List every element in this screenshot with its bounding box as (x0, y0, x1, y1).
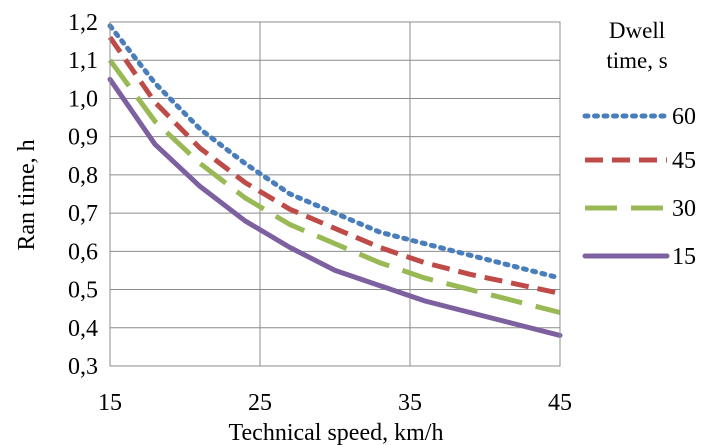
legend-title-line-1: Dwell (609, 18, 665, 43)
x-tick-label: 35 (398, 390, 422, 416)
legend-label-30: 30 (672, 196, 696, 222)
y-tick-labels: 0,3 0,4 0,5 0,6 0,7 0,8 0,9 1,0 1,1 1,2 (68, 10, 98, 380)
series-line-30 (107, 58, 561, 315)
series-line-60 (107, 23, 563, 281)
legend: Dwell time, s 60 45 30 15 (582, 18, 696, 270)
y-axis-label: Ran time, h (14, 139, 40, 250)
y-tick-label: 1,2 (68, 10, 98, 36)
y-tick-label: 0,5 (68, 278, 98, 304)
x-tick-labels: 15 25 35 45 (98, 390, 572, 416)
y-tick-label: 0,4 (68, 316, 98, 342)
x-tick-label: 15 (98, 390, 122, 416)
y-tick-label: 0,7 (68, 201, 98, 227)
x-tick-label: 25 (248, 390, 272, 416)
plot-frame (109, 21, 561, 367)
plot-border (109, 21, 561, 367)
series-line-15 (107, 76, 563, 338)
legend-title-line-2: time, s (606, 48, 667, 73)
x-axis-label: Technical speed, km/h (229, 420, 444, 445)
y-tick-label: 0,8 (68, 163, 98, 189)
legend-label-15: 15 (672, 244, 696, 270)
y-tick-label: 0,3 (68, 354, 98, 380)
y-tick-label: 0,6 (68, 239, 98, 265)
x-tick-label: 45 (548, 390, 572, 416)
legend-label-45: 45 (672, 148, 696, 174)
series-lines (107, 23, 563, 338)
legend-label-60: 60 (672, 104, 696, 130)
y-tick-label: 0,9 (68, 125, 98, 151)
y-tick-label: 1,1 (68, 48, 98, 74)
series-line-45 (107, 35, 561, 296)
grid-lines (109, 21, 561, 367)
y-tick-label: 1,0 (68, 86, 98, 112)
